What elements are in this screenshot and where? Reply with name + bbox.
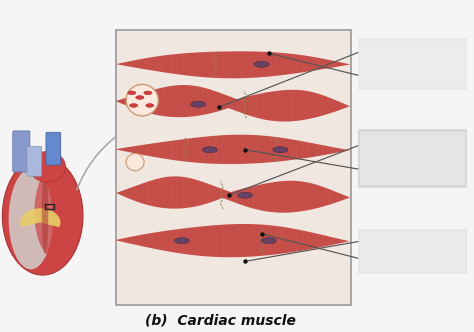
Ellipse shape xyxy=(42,171,48,254)
FancyBboxPatch shape xyxy=(360,41,465,87)
FancyBboxPatch shape xyxy=(358,38,467,90)
FancyBboxPatch shape xyxy=(46,132,61,165)
Text: (b)  Cardiac muscle: (b) Cardiac muscle xyxy=(145,313,296,327)
Ellipse shape xyxy=(237,192,253,198)
Bar xyxy=(116,30,351,305)
FancyBboxPatch shape xyxy=(13,131,30,172)
Ellipse shape xyxy=(136,96,144,99)
FancyBboxPatch shape xyxy=(360,232,465,271)
Polygon shape xyxy=(116,224,351,257)
Ellipse shape xyxy=(34,167,75,258)
Ellipse shape xyxy=(29,151,65,182)
Polygon shape xyxy=(116,51,351,78)
Ellipse shape xyxy=(191,101,206,107)
Ellipse shape xyxy=(273,147,288,153)
Ellipse shape xyxy=(128,91,136,95)
Ellipse shape xyxy=(129,104,137,107)
Ellipse shape xyxy=(2,157,83,275)
FancyBboxPatch shape xyxy=(27,146,42,176)
Ellipse shape xyxy=(254,61,269,67)
Ellipse shape xyxy=(126,84,158,116)
Ellipse shape xyxy=(174,238,190,244)
FancyBboxPatch shape xyxy=(358,129,467,188)
Polygon shape xyxy=(222,90,351,122)
Wedge shape xyxy=(20,208,60,227)
Ellipse shape xyxy=(146,104,154,107)
Polygon shape xyxy=(116,85,245,117)
Ellipse shape xyxy=(144,91,152,95)
Polygon shape xyxy=(116,135,351,164)
Ellipse shape xyxy=(261,238,276,244)
Polygon shape xyxy=(219,181,351,213)
Ellipse shape xyxy=(126,153,144,171)
Bar xyxy=(45,204,54,209)
Polygon shape xyxy=(116,176,233,208)
FancyBboxPatch shape xyxy=(360,132,465,185)
Ellipse shape xyxy=(202,147,218,153)
Ellipse shape xyxy=(9,169,53,269)
FancyBboxPatch shape xyxy=(358,229,467,274)
